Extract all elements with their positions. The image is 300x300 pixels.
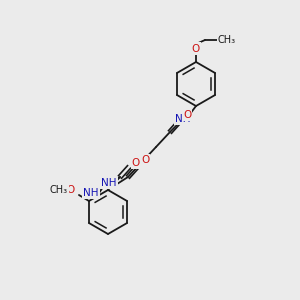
Text: O: O [192,44,200,53]
Text: O: O [67,185,75,195]
Text: NH: NH [101,178,117,188]
Text: O: O [183,110,191,120]
Text: O: O [141,155,149,165]
Text: O: O [132,158,140,168]
Text: CH₃: CH₃ [50,185,68,195]
Text: CH₃: CH₃ [218,35,236,45]
Text: NH: NH [175,114,191,124]
Text: NH: NH [83,188,99,198]
